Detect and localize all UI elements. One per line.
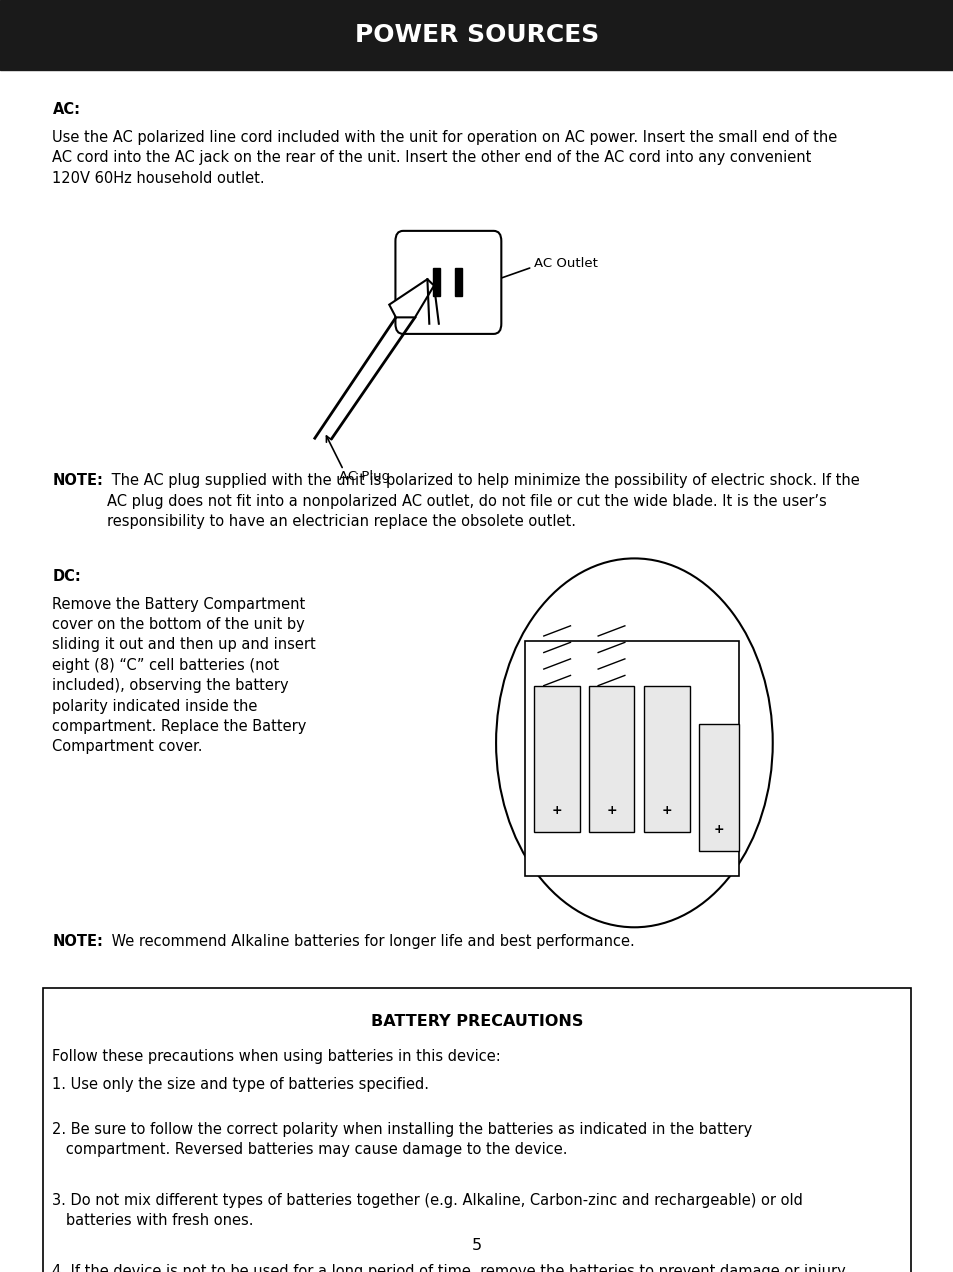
Text: POWER SOURCES: POWER SOURCES [355, 23, 598, 47]
Text: +: + [605, 804, 617, 817]
Text: We recommend Alkaline batteries for longer life and best performance.: We recommend Alkaline batteries for long… [107, 934, 634, 949]
Text: BATTERY PRECAUTIONS: BATTERY PRECAUTIONS [371, 1014, 582, 1029]
Text: 1. Use only the size and type of batteries specified.: 1. Use only the size and type of batteri… [52, 1077, 429, 1093]
Text: NOTE:: NOTE: [52, 934, 103, 949]
Bar [43, 988, 910, 1272]
Text: 2. Be sure to follow the correct polarity when installing the batteries as indic: 2. Be sure to follow the correct polarit… [52, 1122, 752, 1156]
Text: 5: 5 [472, 1238, 481, 1253]
Text: The AC plug supplied with the unit is polarized to help minimize the possibility: The AC plug supplied with the unit is po… [107, 473, 859, 529]
Bar [699, 724, 739, 851]
Polygon shape [389, 279, 434, 317]
Bar [588, 686, 634, 832]
Text: Follow these precautions when using batteries in this device:: Follow these precautions when using batt… [52, 1049, 500, 1065]
Text: 3. Do not mix different types of batteries together (e.g. Alkaline, Carbon-zinc : 3. Do not mix different types of batteri… [52, 1193, 802, 1227]
FancyBboxPatch shape [395, 230, 500, 333]
Bar [534, 686, 579, 832]
Text: DC:: DC: [52, 569, 81, 584]
Text: +: + [551, 804, 562, 817]
Text: +: + [660, 804, 672, 817]
Text: AC Outlet: AC Outlet [534, 257, 598, 270]
Bar [433, 268, 439, 296]
Bar [524, 641, 739, 876]
Bar [643, 686, 689, 832]
Text: AC:: AC: [52, 102, 80, 117]
Text: Remove the Battery Compartment
cover on the bottom of the unit by
sliding it out: Remove the Battery Compartment cover on … [52, 597, 315, 754]
Bar [0, 0, 953, 70]
Text: 4. If the device is not to be used for a long period of time, remove the batteri: 4. If the device is not to be used for a… [52, 1264, 845, 1272]
Text: Use the AC polarized line cord included with the unit for operation on AC power.: Use the AC polarized line cord included … [52, 130, 837, 186]
Bar [455, 268, 461, 296]
Text: +: + [713, 823, 724, 836]
Text: NOTE:: NOTE: [52, 473, 103, 488]
Text: AC Plug: AC Plug [338, 469, 390, 483]
